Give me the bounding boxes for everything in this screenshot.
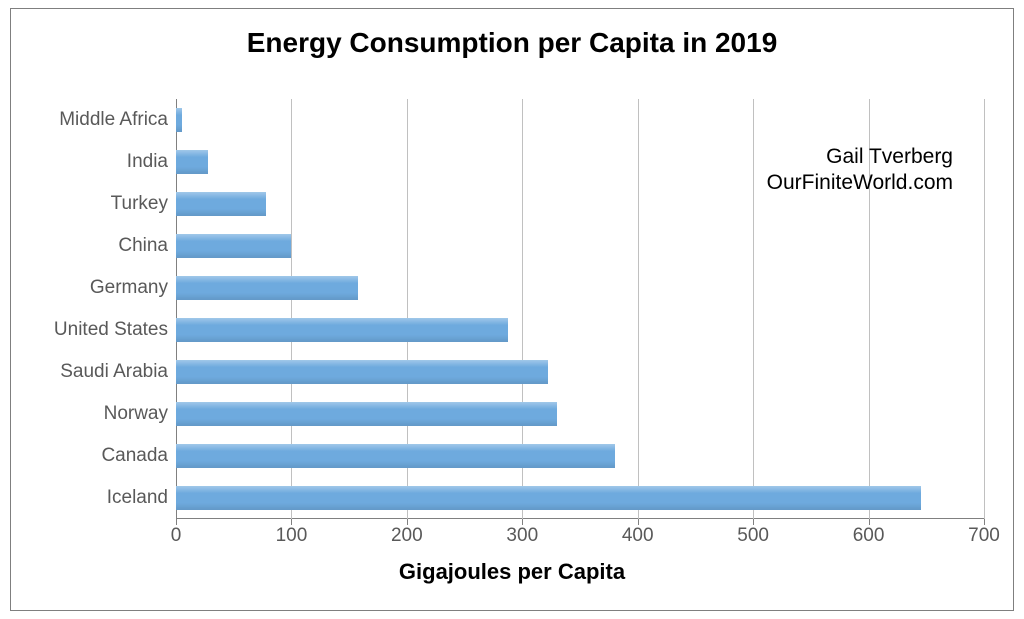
x-tick-label: 200 <box>391 519 423 547</box>
y-category-label: Turkey <box>111 193 176 215</box>
bar-row <box>176 276 984 300</box>
bar <box>176 402 557 426</box>
y-category-label: China <box>118 235 176 257</box>
bar <box>176 234 291 258</box>
bar <box>176 360 548 384</box>
x-tick-label: 500 <box>737 519 769 547</box>
bar <box>176 486 921 510</box>
y-category-label: Canada <box>101 445 176 467</box>
attribution-line1: Gail Tverberg <box>767 144 953 170</box>
y-category-label: Norway <box>104 403 176 425</box>
bar-row <box>176 444 984 468</box>
bar <box>176 150 208 174</box>
y-category-label: India <box>127 151 176 173</box>
x-tick-label: 400 <box>622 519 654 547</box>
bar <box>176 276 358 300</box>
attribution: Gail Tverberg OurFiniteWorld.com <box>767 144 953 197</box>
bar-row <box>176 234 984 258</box>
bar-row <box>176 402 984 426</box>
bar-row <box>176 486 984 510</box>
attribution-line2: OurFiniteWorld.com <box>767 170 953 196</box>
bar <box>176 192 266 216</box>
y-category-label: Germany <box>90 277 176 299</box>
x-tick-label: 300 <box>506 519 538 547</box>
bar-row <box>176 318 984 342</box>
x-tick-label: 700 <box>968 519 1000 547</box>
bar-row <box>176 360 984 384</box>
chart-container: Energy Consumption per Capita in 2019 0 1… <box>10 8 1014 611</box>
x-tick-label: 600 <box>853 519 885 547</box>
bar <box>176 444 615 468</box>
y-category-label: Saudi Arabia <box>60 361 176 383</box>
y-category-label: United States <box>54 319 176 341</box>
gridline <box>984 99 985 519</box>
x-tick-label: 0 <box>171 519 182 547</box>
x-tick-label: 100 <box>276 519 308 547</box>
chart-title: Energy Consumption per Capita in 2019 <box>11 27 1013 59</box>
bar-row <box>176 108 984 132</box>
bar <box>176 108 182 132</box>
bar <box>176 318 508 342</box>
x-axis-title: Gigajoules per Capita <box>11 559 1013 585</box>
y-category-label: Middle Africa <box>59 109 176 131</box>
y-category-label: Iceland <box>107 487 176 509</box>
